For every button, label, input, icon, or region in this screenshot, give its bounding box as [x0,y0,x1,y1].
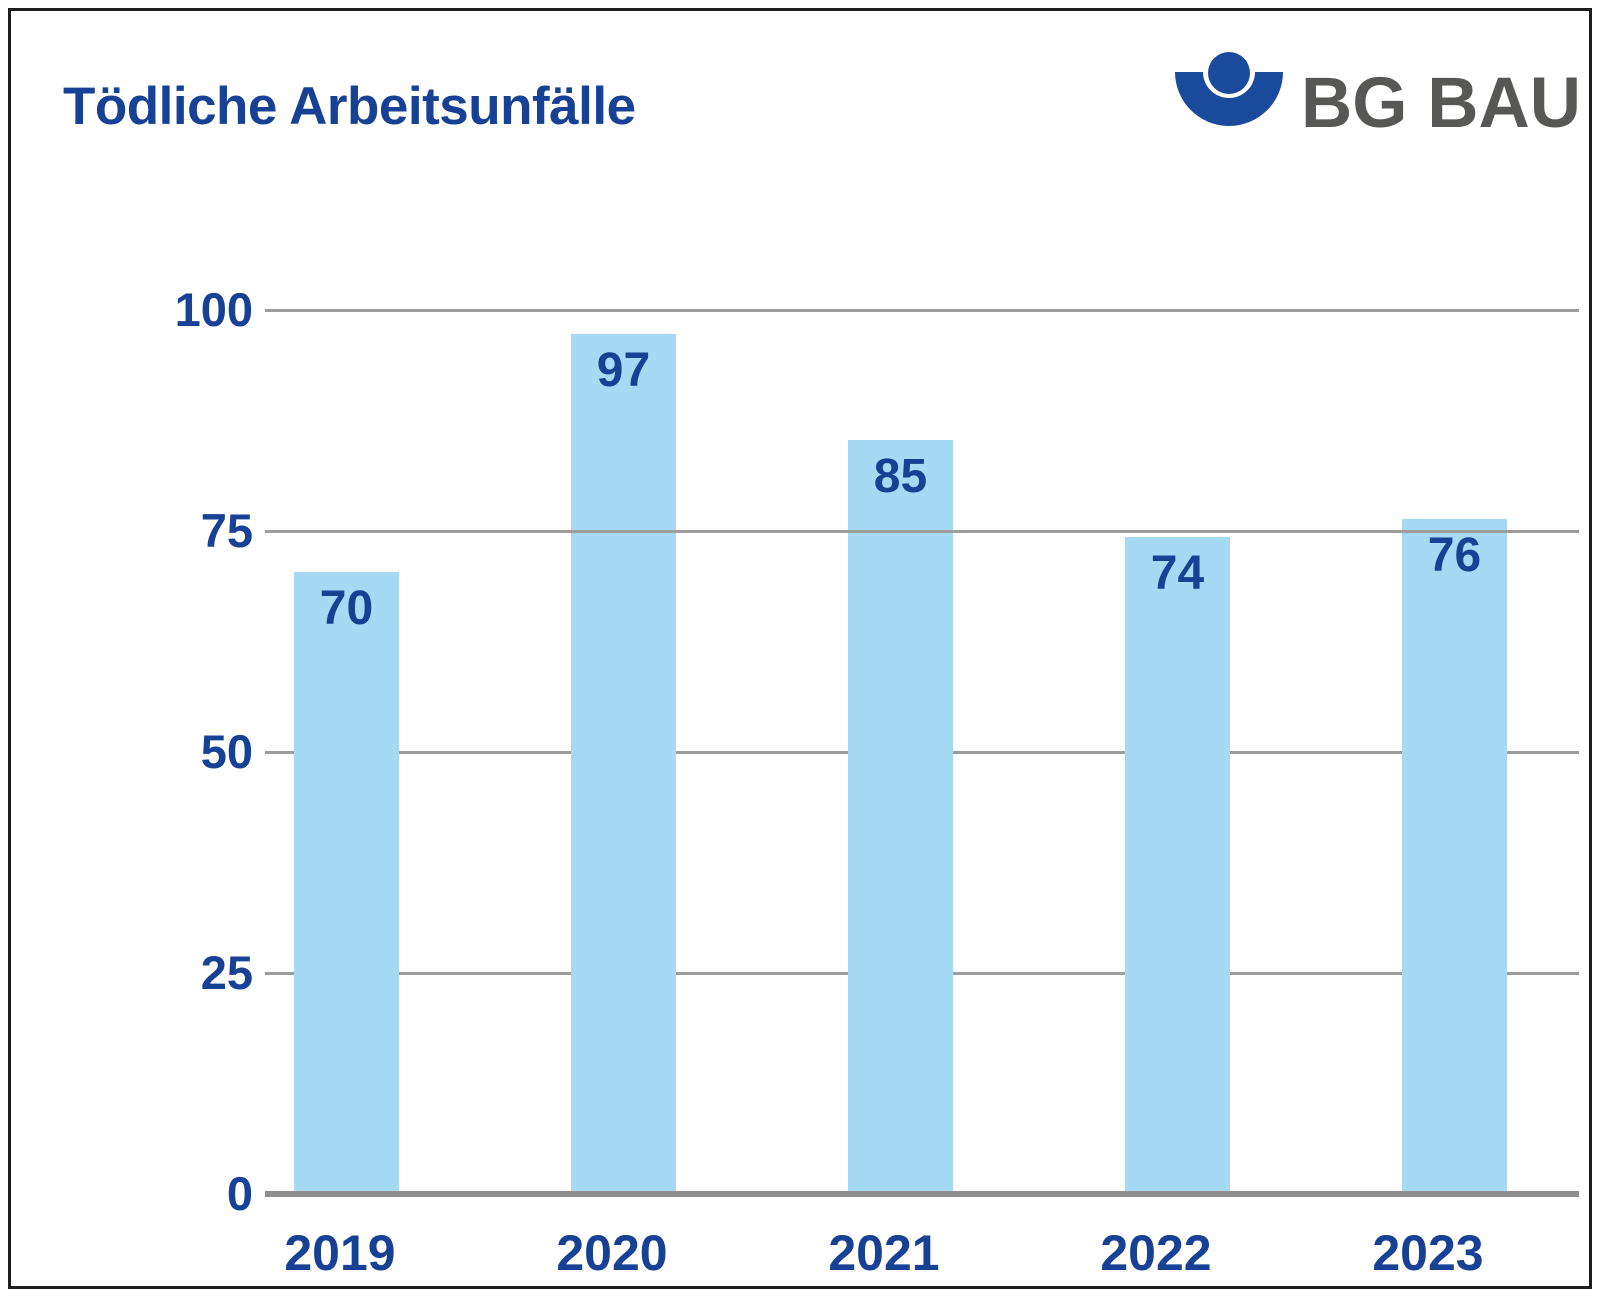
x-axis-baseline [265,1191,1579,1197]
y-axis-tick-label: 25 [200,946,253,999]
x-axis-label-2023: 2023 [1372,1225,1484,1281]
x-axis-label-2020: 2020 [556,1225,668,1281]
bar-2019 [294,572,399,1191]
y-axis-tick-label: 75 [200,504,253,557]
gridline-75 [265,530,1579,533]
x-axis-label-2021: 2021 [828,1225,940,1281]
x-axis-label-2019: 2019 [284,1225,396,1281]
gridline-100 [265,309,1579,312]
bar-2022 [1125,537,1230,1191]
bar-2020 [571,334,676,1191]
bgbau-logo: BG BAU [1175,51,1581,139]
bgbau-person-in-hand-icon [1175,52,1283,126]
bar-value-label-2019: 70 [319,582,374,635]
bar-value-label-2022: 74 [1150,547,1205,600]
bar-value-label-2023: 76 [1427,529,1482,582]
y-axis-tick-label: 50 [200,725,253,778]
x-axis-label-2022: 2022 [1100,1225,1212,1281]
y-axis-tick-label: 0 [226,1167,253,1220]
bar-value-label-2021: 85 [873,450,928,503]
bar-value-label-2020: 97 [596,344,651,397]
bar-2023 [1402,519,1507,1191]
chart-title: Tödliche Arbeitsunfälle [63,77,636,136]
y-axis-tick-label: 100 [174,283,253,336]
bgbau-logo-text: BG BAU [1301,64,1582,143]
bar-2021 [848,440,953,1191]
